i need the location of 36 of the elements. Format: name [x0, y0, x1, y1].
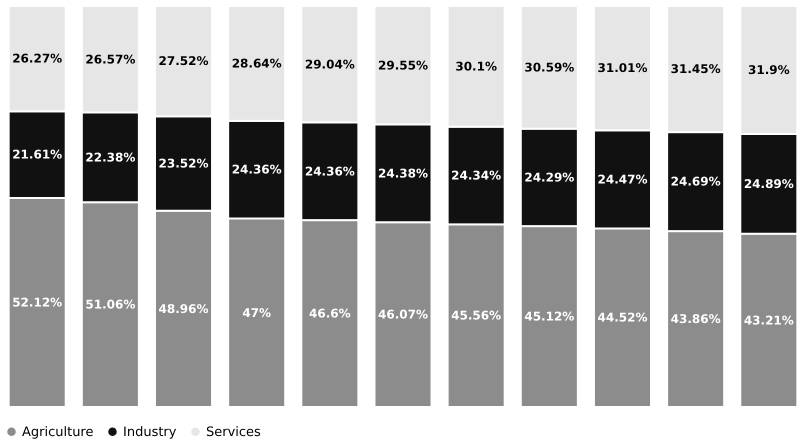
data-label: 21.61% — [12, 148, 62, 162]
data-label: 29.55% — [378, 58, 428, 72]
data-label: 47% — [242, 306, 272, 320]
data-label: 46.6% — [309, 306, 351, 321]
data-label: 31.9% — [748, 62, 790, 77]
data-label: 24.69% — [670, 174, 721, 189]
data-label: 45.12% — [524, 310, 574, 324]
data-label: 24.29% — [524, 170, 574, 184]
data-label: 51.06% — [85, 298, 136, 312]
data-label: 46.07% — [378, 308, 428, 322]
data-label: 43.21% — [744, 313, 794, 328]
legend-label: Services — [206, 424, 262, 440]
data-label: 30.59% — [524, 60, 574, 74]
data-label: 48.96% — [158, 302, 209, 316]
data-label: 26.57% — [85, 52, 136, 66]
data-label: 52.12% — [12, 296, 62, 310]
data-label: 44.52% — [597, 310, 648, 325]
data-label: 29.04% — [304, 57, 355, 72]
data-label: 22.38% — [85, 150, 136, 164]
data-label: 43.86% — [670, 312, 721, 326]
data-label: 24.36% — [304, 164, 355, 178]
data-label: 24.89% — [744, 176, 794, 191]
data-label: 23.52% — [158, 156, 209, 171]
data-label: 31.01% — [597, 61, 648, 76]
legend-label: Industry — [123, 424, 177, 440]
data-label: 30.1% — [455, 59, 497, 74]
data-label: 31.45% — [670, 62, 721, 76]
data-label: 24.38% — [378, 166, 428, 180]
data-label: 27.52% — [158, 54, 209, 68]
data-label: 26.27% — [12, 52, 62, 66]
data-label: 24.36% — [232, 162, 282, 177]
data-label: 45.56% — [451, 308, 502, 323]
data-label: 24.34% — [451, 168, 502, 183]
data-label: 24.47% — [597, 172, 648, 186]
data-label: 28.64% — [232, 56, 282, 70]
legend-label: Agriculture — [22, 424, 94, 440]
